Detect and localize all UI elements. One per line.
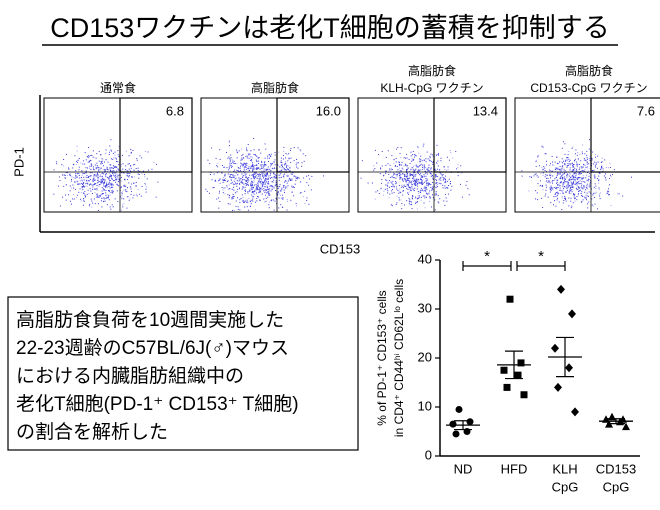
data-point — [517, 359, 525, 367]
flow-y-label: PD-1 — [11, 147, 26, 177]
data-point — [500, 366, 508, 374]
gate-value: 13.4 — [473, 103, 498, 118]
data-point — [503, 383, 511, 391]
note-line: 22-23週齢のC57BL/6J(♂)マウス — [16, 337, 289, 359]
x-tick-label: CpG — [552, 479, 579, 494]
flow-dots — [360, 143, 470, 211]
gate-value: 6.8 — [166, 103, 184, 118]
data-point — [565, 363, 573, 373]
gate-value: 16.0 — [316, 103, 341, 118]
data-point — [568, 309, 576, 319]
data-point — [554, 382, 562, 392]
panel-header: 高脂肪食 — [408, 63, 456, 78]
data-point — [551, 343, 559, 353]
x-tick-label: ND — [454, 461, 473, 476]
y-tick-label: 30 — [418, 300, 432, 315]
note-line: の割合を解析した — [16, 421, 168, 443]
data-point — [455, 405, 463, 413]
gate — [433, 97, 507, 173]
x-tick-label: CpG — [603, 479, 630, 494]
x-tick-label: CD153 — [596, 461, 636, 476]
data-point — [506, 295, 514, 303]
panel-header: 高脂肪食 — [565, 63, 613, 78]
significance-label: * — [538, 248, 544, 265]
flow-dots — [53, 139, 159, 211]
significance-label: * — [484, 248, 490, 265]
y-axis-label: % of PD-1⁺ CD153⁺ cells — [375, 290, 389, 425]
y-tick-label: 0 — [425, 447, 432, 462]
data-point — [622, 422, 630, 431]
data-point — [571, 407, 579, 417]
panel-header: KLH-CpG ワクチン — [380, 81, 483, 95]
x-tick-label: KLH — [552, 461, 577, 476]
gate — [276, 97, 350, 173]
gate — [119, 97, 193, 173]
data-point — [514, 371, 522, 379]
flow-dots — [205, 137, 324, 211]
panel-header: CD153-CpG ワクチン — [530, 81, 647, 95]
data-point — [449, 420, 457, 428]
note-line: 高脂肪食負荷を10週間実施した — [16, 309, 284, 331]
y-axis-label: in CD4⁺ CD44ʰⁱ CD62Lˡᵒ cells — [392, 279, 406, 437]
gate — [590, 97, 660, 173]
data-point — [452, 430, 460, 438]
slide-title: CD153ワクチンは老化T細胞の蓄積を抑制する — [50, 13, 610, 43]
data-point — [466, 418, 474, 426]
data-point — [557, 284, 565, 294]
y-tick-label: 20 — [418, 349, 432, 364]
panel-header: 高脂肪食 — [251, 80, 299, 95]
panel-header: 通常食 — [100, 80, 136, 95]
note-line: における内臓脂肪組織中の — [16, 365, 244, 387]
y-tick-label: 40 — [418, 251, 432, 266]
data-point — [520, 391, 528, 399]
note-box — [7, 296, 359, 451]
flow-dots — [521, 139, 632, 211]
gate-value: 7.6 — [637, 103, 655, 118]
note-line: 老化T細胞(PD-1⁺ CD153⁺ T細胞) — [16, 393, 299, 415]
y-tick-label: 10 — [418, 398, 432, 413]
flow-x-label: CD153 — [320, 241, 360, 256]
x-tick-label: HFD — [501, 461, 528, 476]
